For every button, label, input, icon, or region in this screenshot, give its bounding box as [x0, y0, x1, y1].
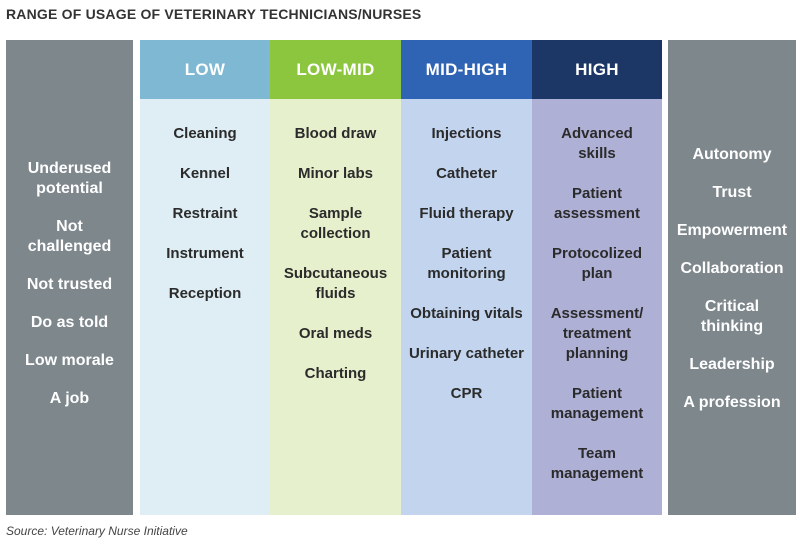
column-item: Charting: [304, 365, 367, 382]
column-item: Injections: [431, 125, 502, 142]
column-item: Reception: [168, 285, 242, 302]
right-panel-item: Trust: [712, 183, 752, 201]
column-item: Catheter: [436, 165, 497, 182]
right-panel-item: Leadership: [689, 355, 775, 373]
column-item: Patient assessment: [554, 185, 640, 222]
right-panel-item: Empowerment: [676, 221, 788, 239]
left-panel-item: Not trusted: [26, 275, 113, 293]
column-item: CPR: [450, 385, 483, 402]
column-item: Kennel: [179, 165, 230, 182]
right-panel: Autonomy Trust Empowerment Collaboration…: [668, 40, 796, 515]
left-panel-item: Do as told: [30, 313, 109, 331]
column-item: Urinary catheter: [408, 345, 525, 362]
right-panel-item: A profession: [683, 393, 781, 411]
source-note: Source: Veterinary Nurse Initiative: [6, 524, 188, 538]
column-item: Blood draw: [294, 125, 377, 142]
column-body: Blood draw Minor labs Sample collection …: [270, 99, 401, 515]
page-title: RANGE OF USAGE OF VETERINARY TECHNICIANS…: [6, 6, 422, 22]
column-item: Obtaining vitals: [410, 305, 523, 322]
column-body: Injections Catheter Fluid therapy Patien…: [401, 99, 532, 515]
left-panel-item: Underused potential: [27, 159, 112, 197]
left-panel: Underused potential Not challenged Not t…: [6, 40, 133, 515]
left-panel-item: Low morale: [25, 351, 114, 369]
column-header: LOW: [140, 40, 270, 99]
column-item: Oral meds: [298, 325, 373, 342]
column-body: Advanced skills Patient assessment Proto…: [532, 99, 662, 515]
column-item: Advanced skills: [561, 125, 633, 162]
column-header: MID-HIGH: [401, 40, 532, 99]
column-header: LOW-MID: [270, 40, 401, 99]
column-item: Patient monitoring: [427, 245, 506, 282]
column-item: Cleaning: [173, 125, 237, 142]
column-item: Sample collection: [300, 205, 371, 242]
column-header: HIGH: [532, 40, 662, 99]
column-low-mid: LOW-MID Blood draw Minor labs Sample col…: [270, 40, 401, 515]
column-mid-high: MID-HIGH Injections Catheter Fluid thera…: [401, 40, 532, 515]
column-item: Protocolized plan: [551, 245, 642, 282]
column-item: Minor labs: [297, 165, 373, 182]
left-panel-item: A job: [49, 389, 90, 407]
column-low: LOW Cleaning Kennel Restraint Instrument…: [140, 40, 270, 515]
column-item: Fluid therapy: [419, 205, 514, 222]
column-item: Instrument: [166, 245, 244, 262]
column-high: HIGH Advanced skills Patient assessment …: [532, 40, 662, 515]
column-item: Assessment/ treatment planning: [550, 305, 644, 362]
column-item: Team management: [550, 445, 644, 482]
column-item: Patient management: [550, 385, 644, 422]
column-item: Restraint: [172, 205, 238, 222]
right-panel-item: Autonomy: [692, 145, 772, 163]
column-item: Subcutaneous fluids: [283, 265, 388, 302]
column-body: Cleaning Kennel Restraint Instrument Rec…: [140, 99, 270, 515]
right-panel-item: Critical thinking: [700, 297, 764, 335]
left-panel-item: Not challenged: [27, 217, 112, 255]
right-panel-item: Collaboration: [680, 259, 784, 277]
